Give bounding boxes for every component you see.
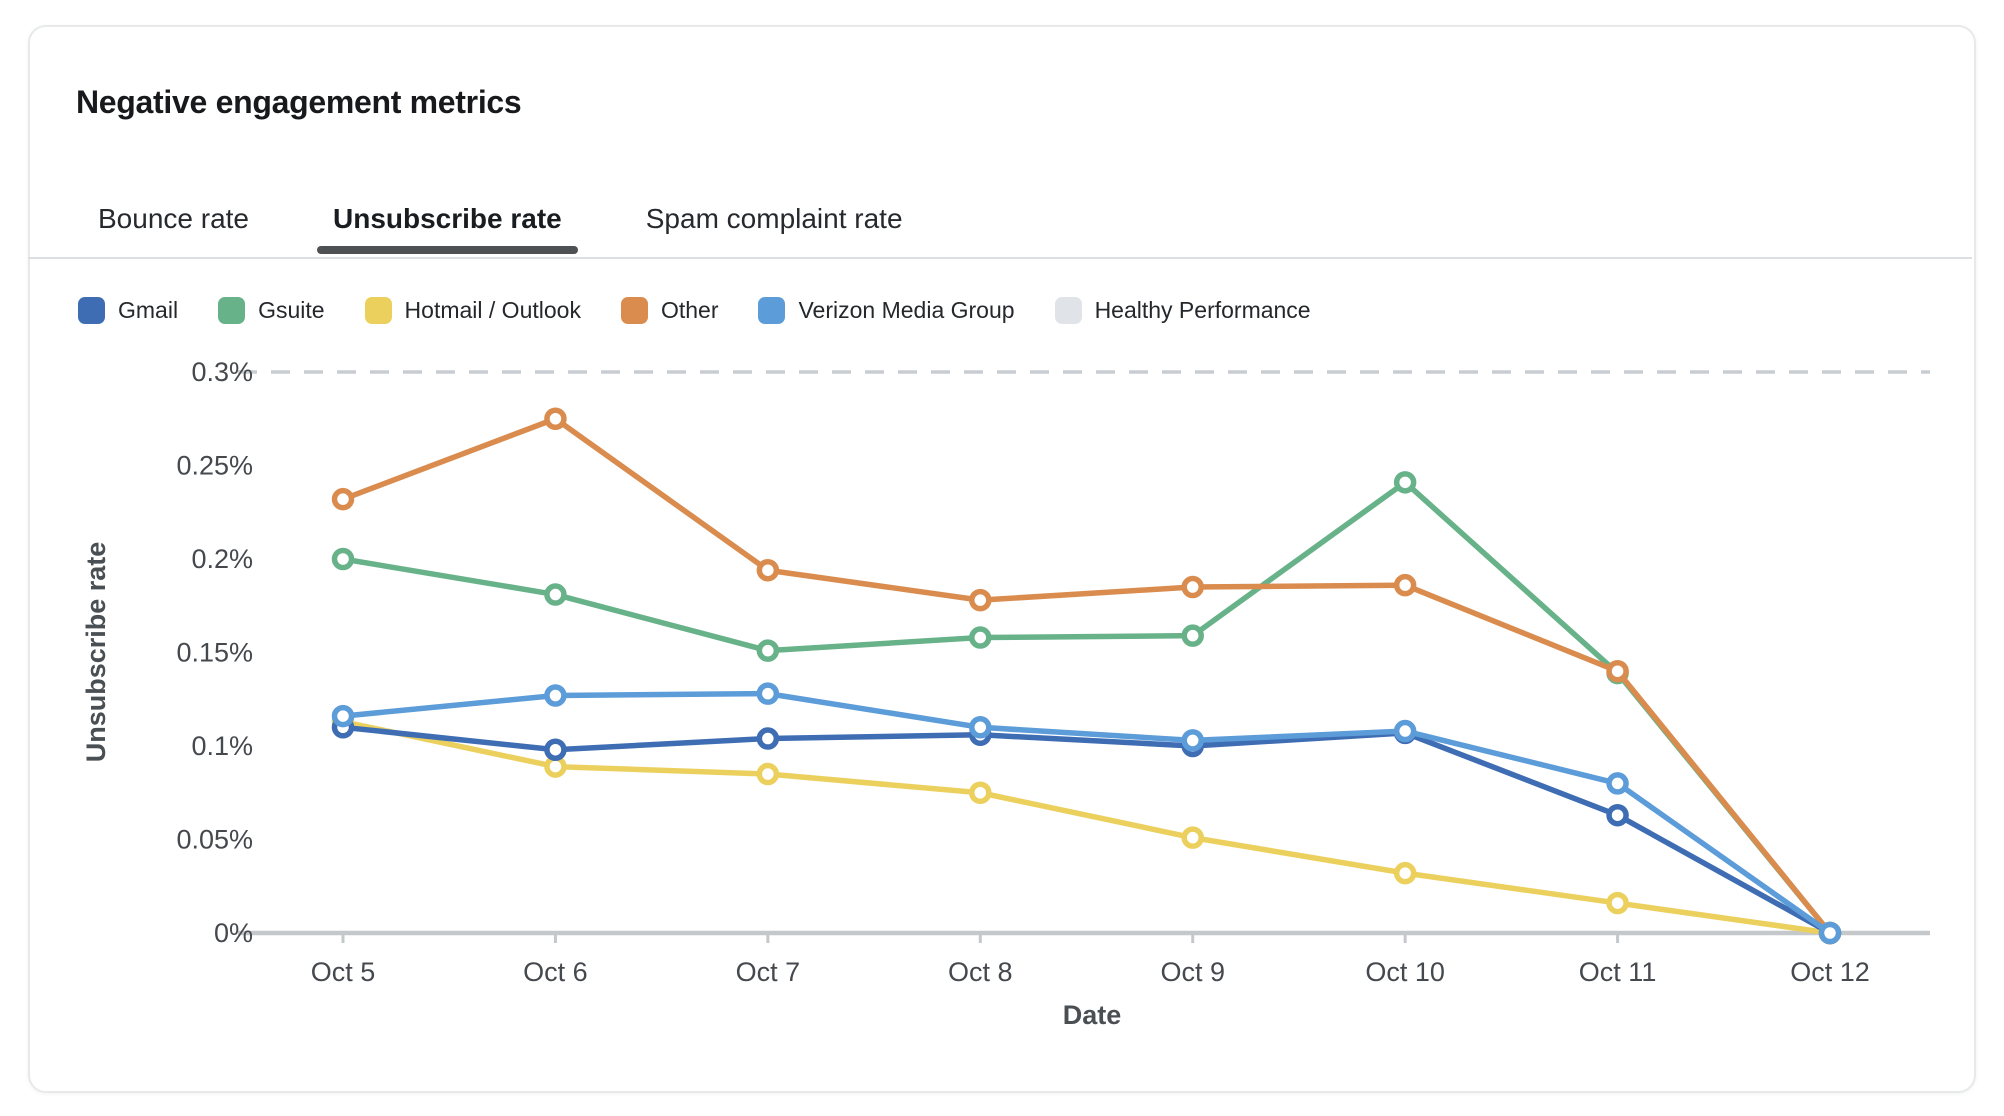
y-tick-label: 0.3% [191, 357, 253, 387]
y-tick-label: 0.15% [176, 638, 253, 668]
legend-label: Hotmail / Outlook [404, 297, 581, 323]
y-axis-title: Unsubscribe rate [81, 542, 111, 763]
legend-label: Gsuite [258, 297, 325, 323]
x-axis-title: Date [1063, 1000, 1122, 1030]
data-point-gsuite[interactable] [1181, 624, 1204, 647]
data-point-gmail[interactable] [544, 738, 567, 761]
legend: Gmail Gsuite Hotmail / Outlook Other Verizon… [78, 297, 1311, 324]
data-point-verizon-media-group[interactable] [756, 682, 780, 705]
tab-unsubscribe-rate[interactable]: Unsubscribe rate [317, 202, 578, 254]
data-point-gsuite[interactable] [1393, 471, 1417, 494]
x-tick-label: Oct 9 [1160, 957, 1225, 987]
tabs: Bounce rate Unsubscribe rate Spam complain… [82, 202, 919, 254]
active-tab-underline [317, 246, 578, 254]
data-point-verizon-media-group[interactable] [331, 704, 355, 728]
data-point-verizon-media-group[interactable] [969, 716, 992, 739]
legend-swatch-icon [218, 297, 246, 324]
tab-label: Bounce rate [98, 203, 249, 234]
data-point-gsuite[interactable] [544, 583, 567, 606]
legend-swatch-icon [78, 297, 105, 324]
x-tick-label: Oct 7 [736, 957, 801, 987]
tab-label: Unsubscribe rate [333, 203, 562, 234]
y-tick-label: 0.1% [191, 731, 253, 761]
card-title: Negative engagement metrics [76, 84, 522, 120]
data-point-other[interactable] [1606, 659, 1629, 683]
data-point-other[interactable] [331, 487, 355, 511]
data-point-other[interactable] [969, 588, 992, 612]
series-line-hotmail-outlook [340, 718, 1833, 936]
data-point-gmail[interactable] [756, 727, 780, 750]
data-point-verizon-media-group[interactable] [1181, 729, 1204, 752]
data-point-verizon-media-group[interactable] [1818, 921, 1842, 945]
tab-label: Spam complaint rate [645, 203, 903, 234]
data-point-verizon-media-group[interactable] [1393, 719, 1417, 743]
tab-bounce-rate[interactable]: Bounce rate [82, 202, 265, 254]
y-tick-label: 0.25% [176, 451, 253, 481]
data-point-gsuite[interactable] [969, 626, 992, 649]
legend-swatch-icon [1054, 297, 1082, 324]
data-point-gsuite[interactable] [756, 639, 780, 662]
series-line-gmail [340, 724, 1833, 936]
legend-item-hotmail-outlook[interactable]: Hotmail / Outlook [364, 297, 581, 324]
line-chart: Oct 5 Oct 6 Oct 7 Oct 8 Oct 9 Oct 10 Oct 11 Oct… [81, 357, 1930, 1030]
data-point-hotmail-outlook[interactable] [1181, 826, 1204, 849]
x-tick-label: Oct 6 [523, 957, 588, 987]
data-point-other[interactable] [1393, 573, 1417, 597]
data-point-verizon-media-group[interactable] [544, 684, 567, 707]
legend-item-verizon-media-group[interactable]: Verizon Media Group [758, 297, 1015, 324]
data-point-hotmail-outlook[interactable] [969, 781, 992, 804]
x-tick-label: Oct 12 [1790, 957, 1870, 987]
legend-item-other[interactable]: Other [620, 297, 719, 324]
x-tick-label: Oct 11 [1579, 957, 1657, 987]
x-tick-label: Oct 5 [311, 957, 376, 987]
legend-label: Healthy Performance [1094, 297, 1311, 323]
series-line-other [340, 416, 1833, 936]
x-tick-label: Oct 10 [1365, 957, 1445, 987]
data-point-hotmail-outlook[interactable] [1606, 891, 1629, 915]
data-point-other[interactable] [756, 558, 780, 582]
data-point-verizon-media-group[interactable] [1606, 772, 1629, 795]
data-point-hotmail-outlook[interactable] [1393, 861, 1417, 885]
legend-label: Gmail [118, 297, 179, 323]
data-point-gsuite[interactable] [331, 547, 355, 571]
tab-spam-complaint-rate[interactable]: Spam complaint rate [630, 202, 919, 254]
series-line-verizon-media-group [340, 690, 1833, 936]
legend-swatch-icon [620, 297, 648, 324]
x-tick-label: Oct 8 [948, 957, 1013, 987]
data-point-other[interactable] [1181, 575, 1204, 599]
y-tick-label: 0% [214, 918, 253, 948]
data-point-hotmail-outlook[interactable] [756, 762, 780, 786]
legend-label: Other [660, 297, 719, 323]
series-line-gsuite [340, 479, 1833, 936]
data-point-gmail[interactable] [1606, 803, 1629, 827]
legend-item-gsuite[interactable]: Gsuite [218, 297, 325, 324]
legend-swatch-icon [364, 297, 392, 324]
legend-item-gmail[interactable]: Gmail [78, 297, 178, 324]
legend-swatch-icon [758, 297, 786, 324]
legend-item-healthy-performance[interactable]: Healthy Performance [1054, 297, 1311, 324]
legend-label: Verizon Media Group [798, 297, 1015, 323]
y-tick-label: 0.05% [176, 825, 253, 855]
y-tick-label: 0.2% [191, 544, 253, 574]
data-point-other[interactable] [544, 407, 567, 430]
tabs-divider [28, 257, 1972, 259]
